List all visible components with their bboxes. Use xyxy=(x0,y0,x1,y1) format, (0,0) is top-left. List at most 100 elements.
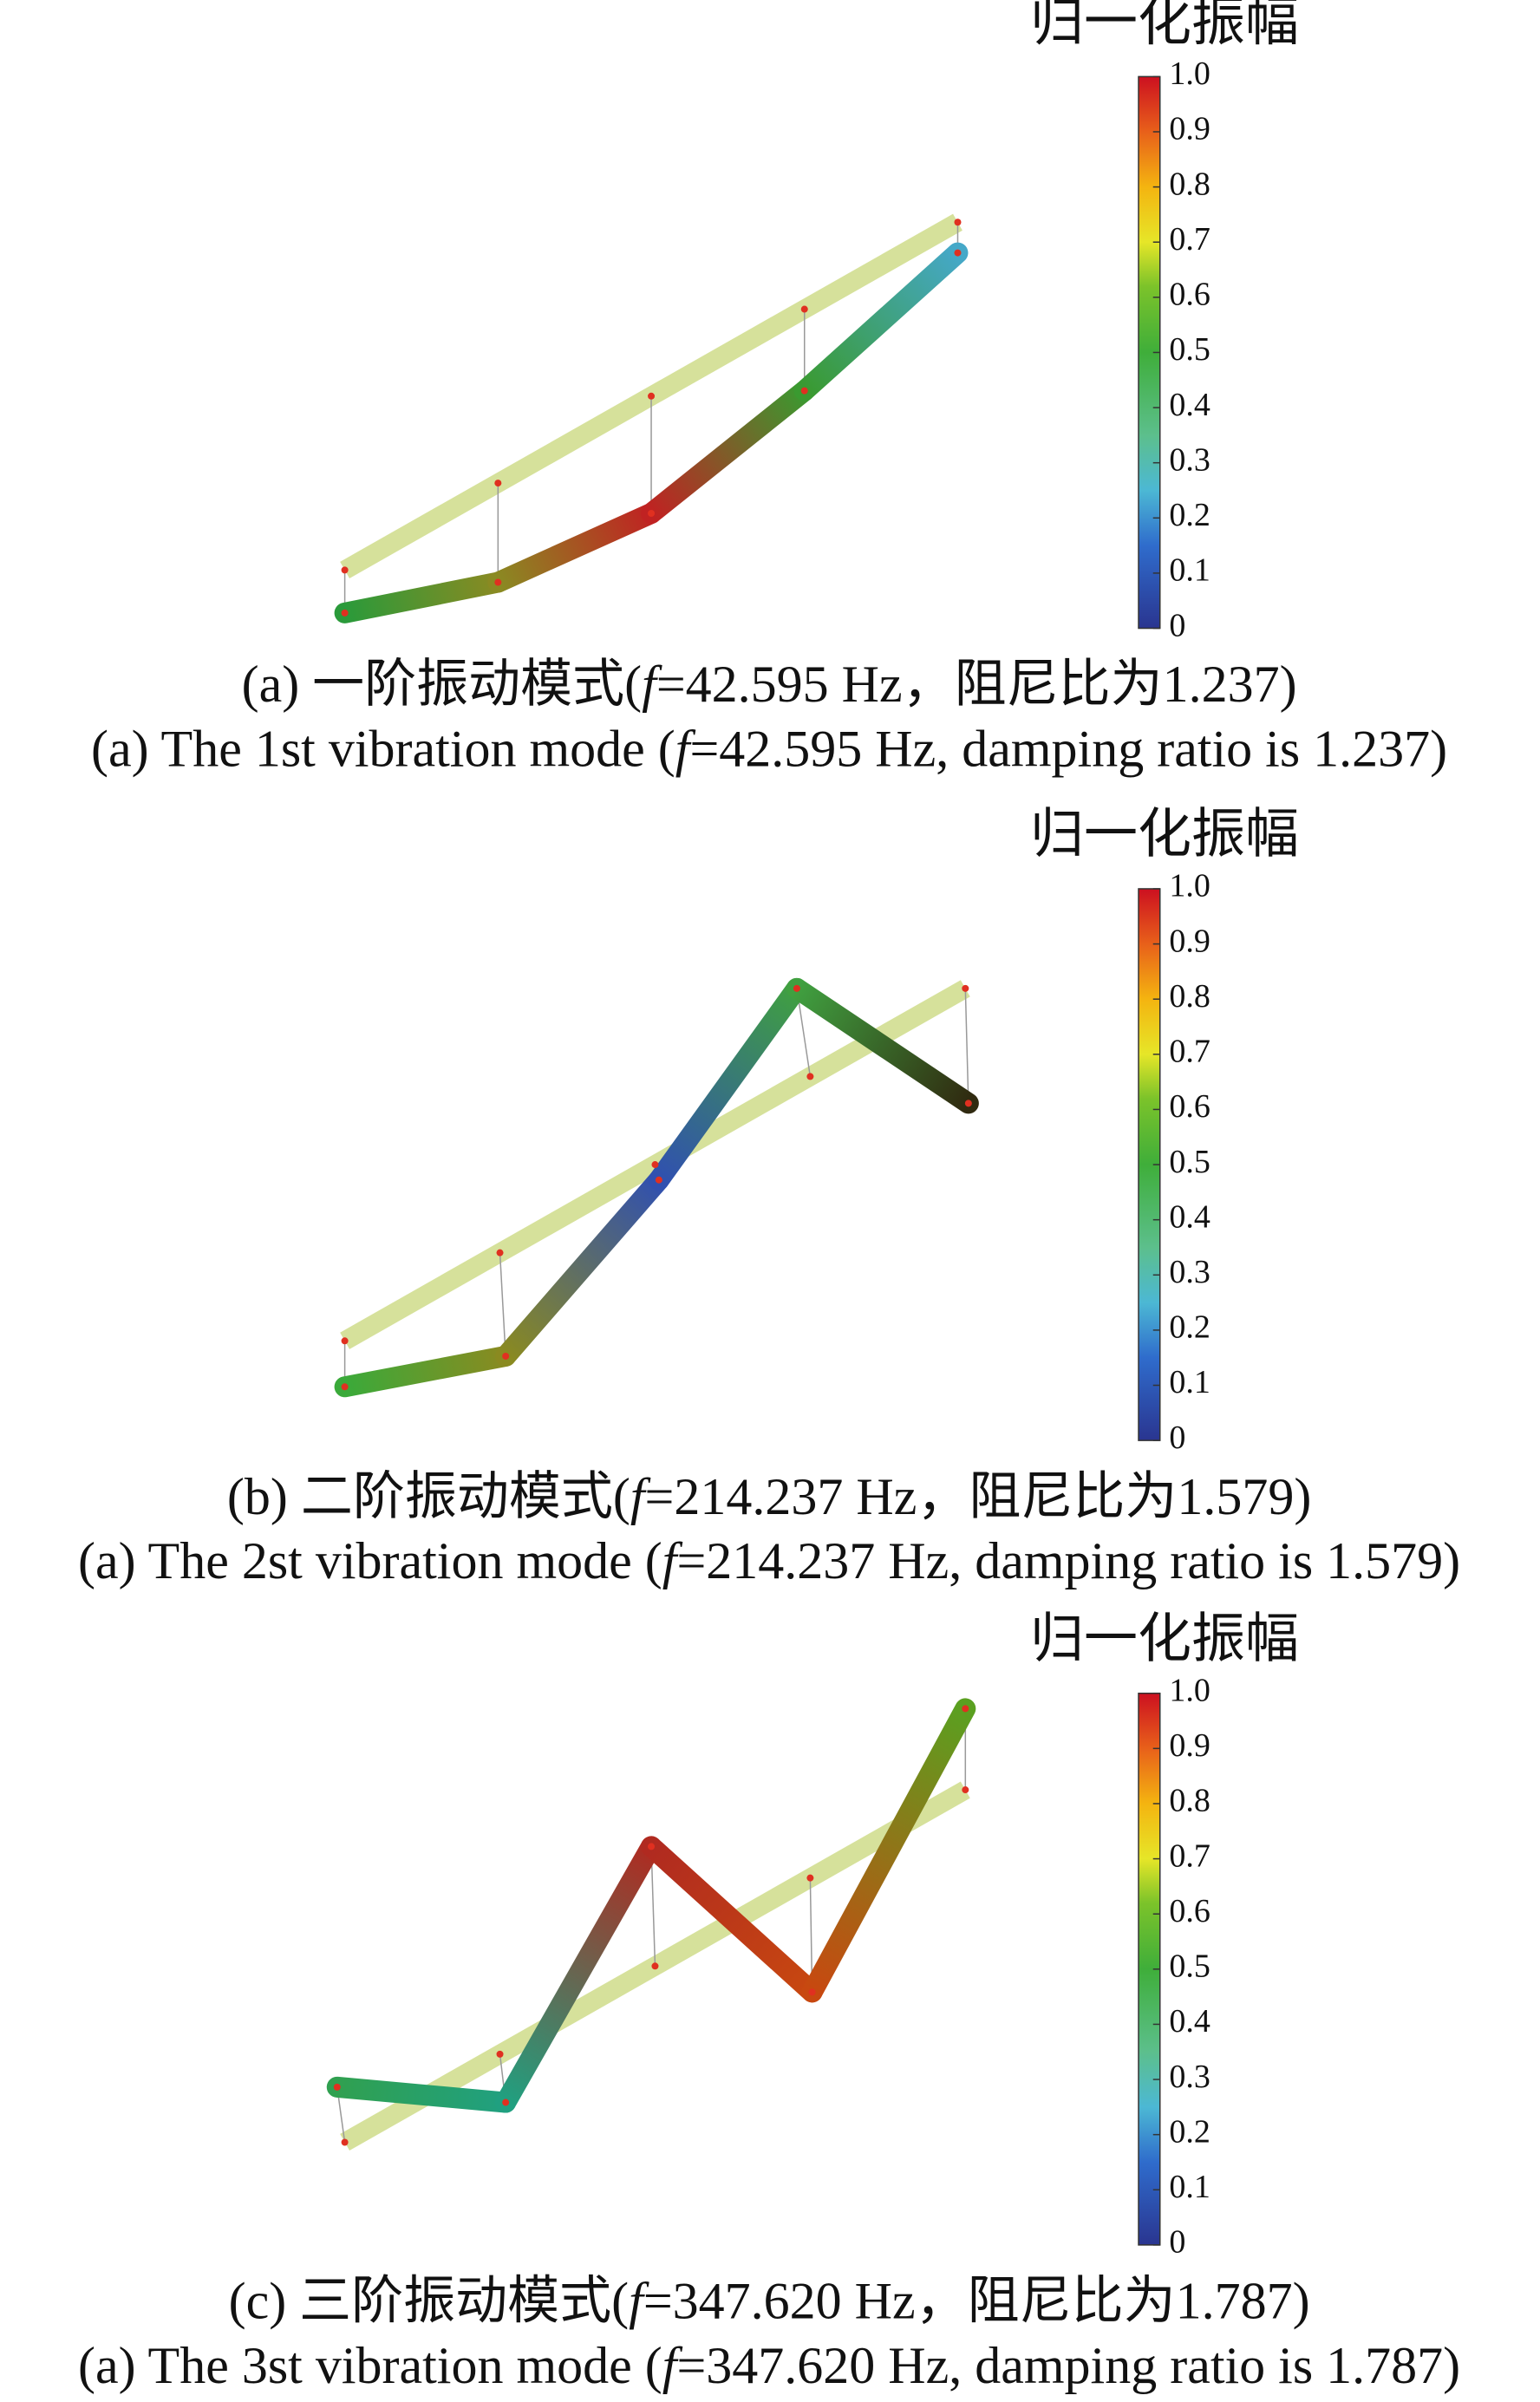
node xyxy=(496,2050,504,2058)
colorbar-tick-label: 0.5 xyxy=(1169,1948,1210,1985)
node xyxy=(655,1176,662,1184)
node xyxy=(954,219,962,226)
node xyxy=(806,1874,814,1882)
caption: (a) The 2st vibration mode (f=214.237 Hz… xyxy=(78,1532,1460,1589)
colorbar-tick-label: 0 xyxy=(1169,607,1185,643)
deformed-beam xyxy=(334,1345,517,1398)
caption-part: (c) 三阶振动模式( xyxy=(229,2272,630,2329)
node xyxy=(962,984,969,992)
node xyxy=(341,566,349,574)
node xyxy=(341,609,349,617)
colorbar-tick-label: 0.3 xyxy=(1169,441,1210,478)
colorbar-tick-label: 0.8 xyxy=(1169,166,1210,202)
colorbar-tick-label: 0.3 xyxy=(1169,2059,1210,2095)
colorbar-title: 归一化振幅 xyxy=(1030,0,1299,52)
colorbar-tick-label: 0 xyxy=(1169,1420,1185,1456)
colorbar-tick-label: 0.9 xyxy=(1169,111,1210,147)
caption-part: =42.595 Hz, damping ratio is 1.237) xyxy=(689,720,1447,777)
node xyxy=(808,1988,816,1996)
deformed-beam xyxy=(641,1836,823,2003)
caption-part: =347.620 Hz，阻尼比为1.787) xyxy=(643,2272,1310,2329)
node xyxy=(806,1073,814,1080)
node xyxy=(793,984,800,992)
node xyxy=(496,1249,504,1256)
caption-part: (a) The 3st vibration mode ( xyxy=(78,2337,662,2394)
colorbar-tick-label: 0.5 xyxy=(1169,1144,1210,1180)
node xyxy=(954,249,962,257)
node xyxy=(800,305,808,313)
caption: (c) 三阶振动模式(f=347.620 Hz，阻尼比为1.787) xyxy=(229,2272,1310,2329)
colorbar-tick-label: 0.4 xyxy=(1169,2003,1210,2040)
colorbar-title: 归一化振幅 xyxy=(1030,806,1299,865)
deformed-beam xyxy=(641,380,815,524)
deformed-beam xyxy=(801,1698,976,2003)
deformed-beam xyxy=(786,977,979,1114)
deformed-beam xyxy=(487,503,662,593)
node xyxy=(502,1352,510,1360)
colorbar-tick-label: 0.4 xyxy=(1169,1198,1210,1235)
node xyxy=(502,2098,510,2106)
caption: (a) The 1st vibration mode (f=42.595 Hz,… xyxy=(91,720,1447,777)
caption-part: =214.237 Hz, damping ratio is 1.579) xyxy=(676,1532,1460,1589)
caption: (a) The 3st vibration mode (f=347.620 Hz… xyxy=(78,2337,1460,2394)
deformed-beam xyxy=(495,1836,662,2113)
node xyxy=(333,2083,341,2091)
node xyxy=(341,1337,349,1345)
node xyxy=(494,578,502,586)
panel: 归一化振幅 1.0 0.9 0.8 0.7 0.6 0.5 0.4 0.3 0.2 0.1 0 (c) … xyxy=(78,1609,1460,2393)
colorbar-tick-label: 0.1 xyxy=(1169,2169,1210,2205)
caption: (b) 二阶振动模式(f=214.237 Hz，阻尼比为1.579) xyxy=(227,1468,1311,1525)
caption-part: (a) 一阶振动模式( xyxy=(242,656,643,713)
node xyxy=(648,1843,656,1850)
node xyxy=(341,1383,349,1391)
caption-part: =347.620 Hz, damping ratio is 1.787) xyxy=(676,2337,1460,2394)
colorbar-tick-label: 0.9 xyxy=(1169,1727,1210,1764)
node xyxy=(648,510,656,517)
colorbar-tick-label: 0.2 xyxy=(1169,2113,1210,2150)
node xyxy=(341,2138,349,2146)
deformed-beam xyxy=(793,242,969,401)
colorbar-tick-label: 0.6 xyxy=(1169,1088,1210,1125)
node xyxy=(648,392,656,400)
colorbar-tick-label: 0.9 xyxy=(1169,923,1210,959)
colorbar-tick-label: 0.2 xyxy=(1169,497,1210,533)
colorbar-tick-label: 0 xyxy=(1169,2224,1185,2261)
node xyxy=(800,387,808,395)
node xyxy=(964,1100,972,1107)
node-link xyxy=(964,988,969,1104)
colorbar-tick-label: 1.0 xyxy=(1169,1672,1210,1708)
colorbar-tick-label: 0.6 xyxy=(1169,277,1210,313)
colorbar-tick-label: 0.2 xyxy=(1169,1309,1210,1346)
caption-part: =42.595 Hz，阻尼比为1.237) xyxy=(656,656,1297,713)
colorbar-tick-label: 0.1 xyxy=(1169,1364,1210,1400)
colorbar-tick-label: 0.4 xyxy=(1169,387,1210,423)
colorbar-tick-label: 0.8 xyxy=(1169,1783,1210,1819)
colorbar-tick-label: 0.3 xyxy=(1169,1254,1210,1290)
colorbar-tick-label: 0.7 xyxy=(1169,1837,1210,1874)
caption-part: (b) 二阶振动模式( xyxy=(227,1468,630,1525)
caption-part: =214.237 Hz，阻尼比为1.579) xyxy=(645,1468,1312,1525)
node xyxy=(651,1962,659,1970)
deformed-beam xyxy=(326,2076,517,2113)
node xyxy=(962,1786,969,1794)
node-link xyxy=(499,1252,506,1356)
colorbar-tick-label: 0.8 xyxy=(1169,978,1210,1015)
colorbar-tick-label: 0.7 xyxy=(1169,1034,1210,1070)
deformed-beam xyxy=(648,977,807,1191)
deformed-beam xyxy=(334,571,509,623)
colorbar-tick-label: 1.0 xyxy=(1169,55,1210,92)
caption-part: (a) The 1st vibration mode ( xyxy=(91,720,675,777)
colorbar-tick-label: 0.5 xyxy=(1169,331,1210,368)
deformed-beam xyxy=(495,1169,669,1367)
node xyxy=(651,1161,659,1169)
caption-part: (a) The 2st vibration mode ( xyxy=(78,1532,662,1589)
node xyxy=(494,480,502,487)
node xyxy=(962,1705,969,1713)
colorbar-tick-label: 1.0 xyxy=(1169,868,1210,904)
colorbar-tick-label: 0.7 xyxy=(1169,221,1210,258)
colorbar-title: 归一化振幅 xyxy=(1030,1609,1299,1668)
